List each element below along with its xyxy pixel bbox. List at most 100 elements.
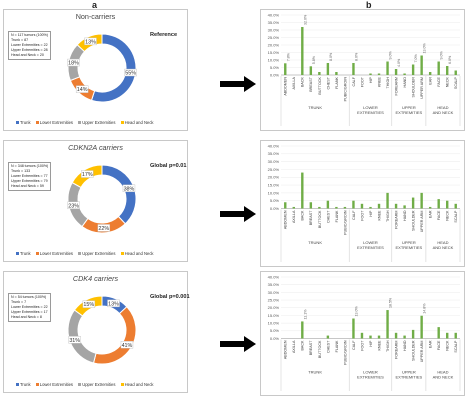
bar-scalp bbox=[454, 203, 457, 209]
legend-swatch-upper bbox=[78, 121, 82, 125]
slice-label: 13% bbox=[108, 301, 119, 307]
legend-swatch-head bbox=[120, 252, 124, 256]
tumor-count-box: N = 348 tumors (100%) Trunk = 133 Lower … bbox=[8, 162, 52, 192]
bar-neck bbox=[446, 332, 449, 339]
bar-buttock bbox=[318, 72, 321, 75]
y-tick-label: 35.0% bbox=[268, 20, 280, 25]
x-tick-label: FOREARM bbox=[394, 211, 398, 229]
bar-back bbox=[301, 321, 304, 339]
bar-chest bbox=[326, 335, 330, 339]
bar-hand bbox=[403, 205, 406, 209]
donut-chart: 55% 14% 18% 13% bbox=[67, 33, 137, 103]
y-tick-label: 35.0% bbox=[268, 282, 280, 287]
group-label: TRUNK bbox=[308, 105, 322, 110]
x-tick-label: FACE bbox=[437, 340, 441, 350]
slice-label-box bbox=[120, 341, 134, 349]
y-tick-label: 20.0% bbox=[268, 42, 280, 47]
legend-label: Trunk bbox=[20, 382, 31, 387]
bar-abdomen bbox=[284, 63, 287, 75]
x-tick-label: CHEST bbox=[326, 76, 330, 89]
donut-legend: Trunk Lower Extremities Upper Extremitie… bbox=[16, 382, 154, 387]
stat-label: Reference bbox=[150, 32, 178, 38]
slice-label-box bbox=[84, 37, 97, 46]
legend-label: Trunk bbox=[20, 120, 31, 125]
group-label: TRUNK bbox=[308, 370, 322, 375]
bar-knee bbox=[377, 335, 381, 339]
x-tick-label: HIP bbox=[369, 76, 373, 83]
x-tick-label: FLANK bbox=[335, 210, 339, 222]
slice-label-box bbox=[82, 300, 96, 308]
donut-title: Non-carriers bbox=[75, 12, 116, 21]
bar-value-label: 11.1% bbox=[303, 309, 307, 320]
bar-abdomen bbox=[284, 202, 287, 209]
bar-hip bbox=[369, 73, 372, 75]
bar-ear bbox=[428, 206, 432, 209]
x-tick-label: BUTTOCK bbox=[318, 76, 322, 94]
bar-hip bbox=[369, 335, 372, 339]
y-tick-label: 30.0% bbox=[268, 290, 280, 295]
bar-axilla bbox=[292, 206, 295, 209]
y-tick-label: 5.0% bbox=[270, 328, 280, 333]
bar-chest bbox=[326, 200, 330, 209]
legend-label: Lower Extremities bbox=[39, 251, 74, 256]
x-tick-label: BREAST bbox=[309, 340, 313, 356]
donut-legend: Trunk Lower Extremities Upper Extremitie… bbox=[16, 251, 154, 256]
x-tick-label: NECK bbox=[446, 76, 450, 87]
x-tick-label: UPPER ARM bbox=[420, 77, 424, 99]
slice-label-box bbox=[124, 68, 137, 77]
x-tick-label: EAR bbox=[429, 340, 433, 348]
bar-breast bbox=[309, 66, 313, 75]
group-label: UPPER bbox=[402, 105, 416, 110]
x-tick-label: HAND bbox=[403, 210, 407, 221]
bar-neck bbox=[446, 66, 449, 75]
donut-title: CDK4 carriers bbox=[72, 274, 119, 283]
info-line: N = 54 tumors (100%) bbox=[11, 295, 47, 299]
slice-label-box bbox=[122, 184, 136, 193]
x-tick-label: KNEE bbox=[377, 210, 381, 221]
bar-scalp bbox=[454, 332, 457, 339]
bar-knee bbox=[377, 203, 381, 209]
x-tick-label: KNEE bbox=[377, 76, 381, 87]
x-tick-label: ABDOMEN bbox=[284, 77, 288, 96]
legend-swatch-lower bbox=[35, 121, 39, 125]
bar-back bbox=[301, 172, 304, 209]
x-tick-label: BUTTOCK bbox=[318, 340, 322, 358]
slice-label: 14% bbox=[77, 87, 88, 93]
info-line: Upper Extremities = 79 bbox=[11, 179, 48, 184]
info-line: N = 348 tumors (100%) bbox=[11, 164, 49, 168]
x-tick-label: FOREARM bbox=[394, 77, 398, 95]
bar-value-label: 14.8% bbox=[423, 303, 427, 314]
x-tick-label: FLANK bbox=[335, 340, 339, 352]
bar-value-label: 8.0% bbox=[329, 52, 333, 61]
y-tick-label: 20.0% bbox=[268, 175, 280, 180]
bar-foot bbox=[360, 203, 364, 209]
donut-legend: Trunk Lower Extremities Upper Extremitie… bbox=[16, 120, 154, 125]
legend-swatch-upper bbox=[78, 252, 82, 256]
x-tick-label: BACK bbox=[301, 340, 305, 351]
y-tick-label: 25.0% bbox=[268, 35, 280, 40]
x-tick-label: SCALP bbox=[454, 340, 458, 353]
legend-label: Head and Neck bbox=[124, 120, 154, 125]
x-tick-label: BREAST bbox=[309, 76, 313, 92]
x-tick-label: HAND bbox=[403, 77, 407, 88]
info-line: Trunk = 133 bbox=[11, 169, 31, 174]
bar-value-label: 4.0% bbox=[397, 58, 401, 67]
x-tick-label: THIGH bbox=[386, 77, 390, 89]
bar-value-label: 9.0% bbox=[389, 51, 393, 60]
bar-chart-panel-cdk4: 0.0% 5.0% 10.0% 15.0% 20.0% 25.0% 30.0% 35.0% 40… bbox=[260, 271, 465, 396]
info-line: Upper Extremities = 28 bbox=[11, 48, 48, 53]
bar-upper-arm bbox=[420, 315, 423, 339]
slice-label-box bbox=[67, 58, 80, 67]
bar-chart-panel-cdkn2a: 0.0% 5.0% 10.0% 15.0% 20.0% 25.0% 30.0% 35.0% 40… bbox=[260, 140, 465, 267]
group-label: HEAD bbox=[437, 240, 448, 245]
group-label: EXTREMITIES bbox=[357, 245, 384, 250]
x-tick-label: FOOT bbox=[360, 76, 364, 87]
bar-buttock bbox=[318, 206, 321, 209]
group-label: UPPER bbox=[402, 370, 416, 375]
y-tick-label: 5.0% bbox=[270, 65, 280, 70]
group-label: HEAD bbox=[437, 105, 448, 110]
bar-shoulder bbox=[411, 64, 415, 75]
x-tick-label: HIP bbox=[369, 340, 373, 347]
y-tick-label: 5.0% bbox=[270, 198, 280, 203]
group-label: AND NECK bbox=[433, 110, 454, 115]
